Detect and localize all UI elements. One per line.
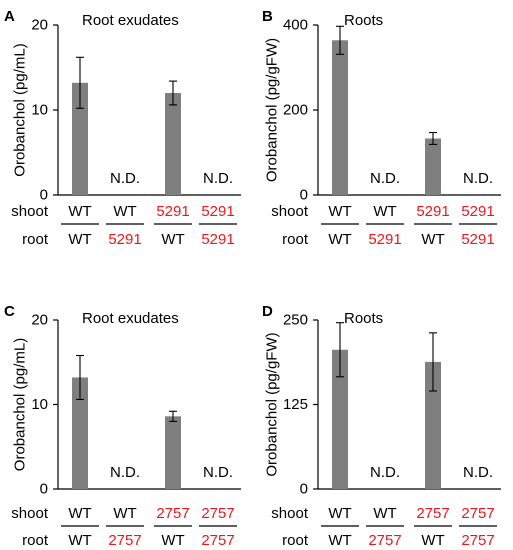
row-label-root: root (22, 532, 49, 549)
y-tick-label: 125 (283, 396, 308, 413)
y-tick-label: 0 (300, 481, 308, 498)
bar (332, 349, 348, 489)
bar (165, 416, 181, 489)
bar (72, 377, 88, 489)
row-label-shoot: shoot (271, 203, 309, 220)
shoot-genotype: WT (113, 505, 136, 522)
panel-a: A Root exudates Orobanchol (pg/mL) 0 10 20 N.D… (4, 8, 241, 248)
row-label-root: root (282, 532, 309, 549)
chart-title: Roots (344, 310, 383, 327)
y-tick-label: 0 (40, 187, 48, 204)
bar (425, 361, 441, 489)
y-tick-label: 20 (31, 312, 48, 329)
chart-title: Root exudates (82, 12, 179, 29)
y-axis-label: Orobanchol (pg/mL) (12, 338, 29, 471)
bar (425, 138, 441, 195)
y-tick-label: 0 (300, 187, 308, 204)
not-detected-label: N.D. (110, 170, 140, 187)
y-axis-label: Orobanchol (pg/gFW) (264, 38, 281, 182)
panel-letter: D (262, 303, 273, 320)
row-label-root: root (22, 231, 49, 248)
shoot-genotype: 5291 (201, 203, 234, 220)
root-genotype: 5291 (368, 231, 401, 248)
root-genotype: 2757 (201, 532, 234, 549)
y-tick-label: 20 (31, 17, 48, 34)
root-genotype: WT (68, 532, 91, 549)
panel-c: C Root exudates Orobanchol (pg/mL) 0 10 20 N.D… (4, 303, 241, 549)
chart-title: Root exudates (82, 310, 179, 327)
bar (72, 82, 88, 195)
shoot-genotype: WT (328, 505, 351, 522)
y-tick-label: 10 (31, 102, 48, 119)
not-detected-label: N.D. (110, 464, 140, 481)
y-axis-label: Orobanchol (pg/mL) (12, 43, 29, 176)
root-genotype: 2757 (108, 532, 141, 549)
row-label-shoot: shoot (11, 203, 49, 220)
root-genotype: 2757 (461, 532, 494, 549)
y-axis-label: Orobanchol (pg/gFW) (264, 332, 281, 476)
row-label-shoot: shoot (271, 505, 309, 522)
root-genotype: WT (68, 231, 91, 248)
not-detected-label: N.D. (203, 170, 233, 187)
panel-letter: A (4, 8, 15, 25)
not-detected-label: N.D. (370, 170, 400, 187)
not-detected-label: N.D. (203, 464, 233, 481)
shoot-genotype: 5291 (461, 203, 494, 220)
root-genotype: WT (161, 532, 184, 549)
root-genotype: WT (328, 231, 351, 248)
panel-letter: C (4, 303, 15, 320)
y-tick-label: 200 (283, 102, 308, 119)
y-tick-label: 250 (283, 312, 308, 329)
chart-title: Roots (344, 12, 383, 29)
panel-letter: B (262, 8, 273, 25)
root-genotype: WT (161, 231, 184, 248)
not-detected-label: N.D. (463, 170, 493, 187)
root-genotype: 5291 (108, 231, 141, 248)
shoot-genotype: 2757 (156, 505, 189, 522)
shoot-genotype: WT (373, 505, 396, 522)
shoot-genotype: 2757 (461, 505, 494, 522)
not-detected-label: N.D. (370, 464, 400, 481)
y-tick-label: 10 (31, 396, 48, 413)
y-tick-label: 400 (283, 17, 308, 34)
root-genotype: WT (421, 231, 444, 248)
shoot-genotype: WT (113, 203, 136, 220)
root-genotype: 5291 (461, 231, 494, 248)
root-genotype: 5291 (201, 231, 234, 248)
shoot-genotype: WT (373, 203, 396, 220)
root-genotype: 2757 (368, 532, 401, 549)
shoot-genotype: 2757 (201, 505, 234, 522)
row-label-root: root (282, 231, 309, 248)
panel-b: B Roots Orobanchol (pg/gFW) 0 200 400 N.D. N.D.… (262, 8, 501, 248)
bar (165, 93, 181, 195)
shoot-genotype: 2757 (416, 505, 449, 522)
shoot-genotype: WT (68, 505, 91, 522)
shoot-genotype: 5291 (416, 203, 449, 220)
root-genotype: WT (328, 532, 351, 549)
bar (332, 40, 348, 195)
row-label-shoot: shoot (11, 505, 49, 522)
root-genotype: WT (421, 532, 444, 549)
y-tick-label: 0 (40, 481, 48, 498)
shoot-genotype: WT (68, 203, 91, 220)
shoot-genotype: WT (328, 203, 351, 220)
not-detected-label: N.D. (463, 464, 493, 481)
panel-d: D Roots Orobanchol (pg/gFW) 0 125 250 N.D. N.D.… (262, 303, 501, 549)
shoot-genotype: 5291 (156, 203, 189, 220)
